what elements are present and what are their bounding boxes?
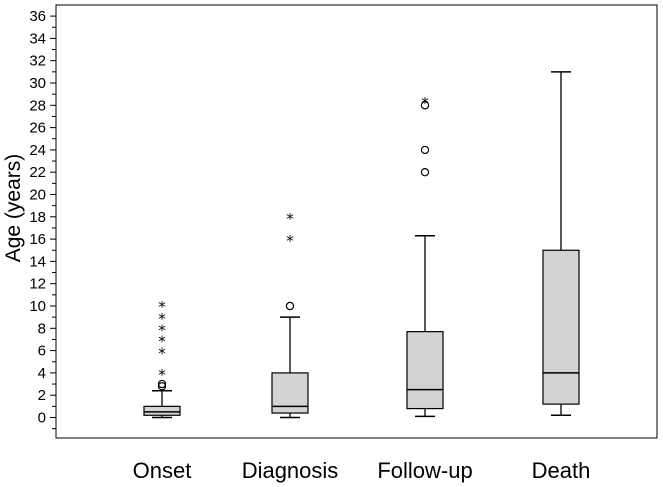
y-tick-label: 4 (38, 365, 46, 382)
y-tick-label: 34 (29, 30, 46, 47)
outlier-circle (420, 101, 430, 110)
y-tick-label: 18 (29, 209, 46, 226)
x-category-label: Death (532, 458, 591, 483)
x-category-label: Onset (133, 458, 192, 483)
y-tick-label: 12 (29, 276, 46, 293)
y-tick-label: 16 (29, 231, 46, 248)
x-category-label: Diagnosis (242, 458, 339, 483)
outlier-circle (420, 167, 430, 177)
y-tick-label: 30 (29, 75, 46, 92)
outlier-star: * (158, 310, 166, 328)
iqr-box (542, 249, 580, 405)
y-tick-label: 36 (29, 8, 46, 25)
outlier-circle (157, 379, 167, 389)
iqr-box (143, 405, 181, 416)
y-axis-title: Age (years) (2, 154, 25, 263)
box-onset: ****** (143, 298, 181, 419)
x-category-label: Follow-up (377, 458, 472, 483)
y-tick-label: 20 (29, 187, 46, 204)
y-tick-label: 24 (29, 142, 46, 159)
outlier-star: * (421, 94, 429, 112)
outlier-circle (285, 301, 295, 311)
box-death (542, 71, 580, 417)
outlier-star: * (158, 298, 166, 316)
iqr-box (406, 331, 444, 410)
boxes-group: ********* (143, 71, 580, 419)
y-tick-label: 0 (38, 410, 46, 427)
outlier-circle (157, 382, 167, 391)
box-diagnosis: ** (271, 210, 309, 419)
x-axis-labels: Onset Diagnosis Follow-up Death (133, 458, 591, 483)
outlier-star: * (286, 232, 294, 250)
y-tick-label: 2 (38, 387, 46, 404)
box-followup: * (406, 94, 444, 418)
outlier-star: * (286, 210, 294, 228)
outlier-star: * (158, 332, 166, 350)
y-tick-label: 32 (29, 53, 46, 70)
outlier-circle (420, 145, 430, 155)
y-tick-label: 8 (38, 320, 46, 337)
y-tick-label: 26 (29, 120, 46, 137)
y-tick-label: 14 (29, 253, 46, 270)
y-tick-label: 28 (29, 97, 46, 114)
outlier-star: * (158, 321, 166, 339)
y-tick-label: 6 (38, 343, 46, 360)
outlier-star: * (158, 345, 166, 363)
y-tick-label: 22 (29, 164, 46, 181)
outlier-star: * (158, 366, 166, 384)
y-tick-label: 10 (29, 298, 46, 315)
